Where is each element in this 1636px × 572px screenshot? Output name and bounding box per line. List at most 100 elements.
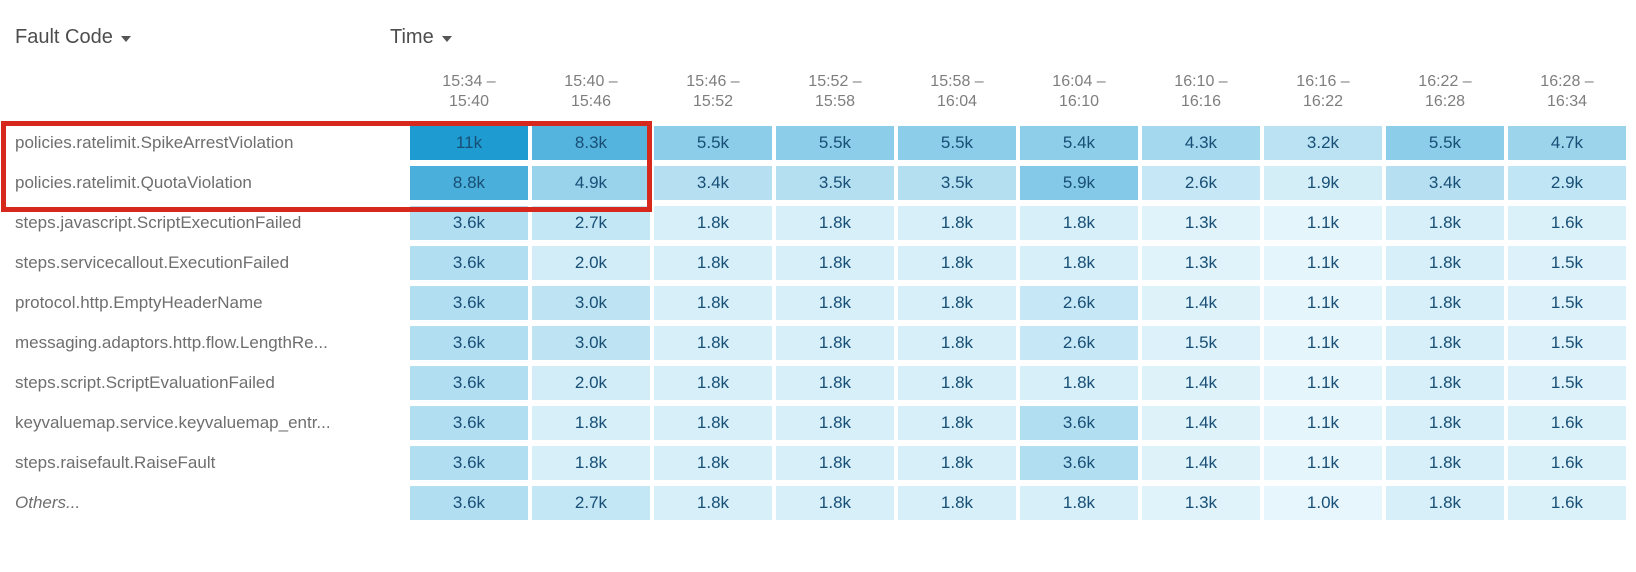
heatmap-cell[interactable]: 1.8k (654, 206, 772, 240)
heatmap-cell[interactable]: 1.8k (776, 366, 894, 400)
heatmap-cell[interactable]: 1.8k (898, 446, 1016, 480)
heatmap-cell[interactable]: 3.6k (410, 246, 528, 280)
heatmap-cell[interactable]: 1.1k (1264, 326, 1382, 360)
heatmap-cell[interactable]: 1.8k (1386, 406, 1504, 440)
heatmap-cell[interactable]: 1.8k (776, 486, 894, 520)
heatmap-cell[interactable]: 1.8k (654, 286, 772, 320)
heatmap-cell[interactable]: 3.0k (532, 286, 650, 320)
heatmap-cell[interactable]: 3.4k (1386, 166, 1504, 200)
heatmap-cell[interactable]: 2.0k (532, 246, 650, 280)
heatmap-cell[interactable]: 1.8k (532, 446, 650, 480)
heatmap-cell[interactable]: 1.8k (1386, 206, 1504, 240)
heatmap-cell[interactable]: 3.6k (410, 486, 528, 520)
heatmap-cell[interactable]: 1.1k (1264, 246, 1382, 280)
heatmap-cell[interactable]: 1.1k (1264, 286, 1382, 320)
heatmap-cell[interactable]: 1.8k (776, 286, 894, 320)
heatmap-cell[interactable]: 1.8k (532, 406, 650, 440)
heatmap-cell[interactable]: 3.6k (1020, 406, 1138, 440)
heatmap-cell[interactable]: 1.1k (1264, 406, 1382, 440)
heatmap-cell[interactable]: 1.3k (1142, 486, 1260, 520)
heatmap-cell[interactable]: 2.9k (1508, 166, 1626, 200)
heatmap-cell[interactable]: 1.8k (1020, 486, 1138, 520)
heatmap-cell[interactable]: 3.2k (1264, 126, 1382, 160)
heatmap-cell[interactable]: 1.8k (776, 446, 894, 480)
heatmap-cell[interactable]: 4.7k (1508, 126, 1626, 160)
heatmap-cell[interactable]: 1.4k (1142, 406, 1260, 440)
heatmap-cell[interactable]: 1.5k (1142, 326, 1260, 360)
heatmap-cell[interactable]: 1.8k (1386, 326, 1504, 360)
heatmap-cell[interactable]: 1.8k (898, 366, 1016, 400)
heatmap-cell[interactable]: 1.1k (1264, 206, 1382, 240)
heatmap-cell[interactable]: 8.8k (410, 166, 528, 200)
heatmap-cell[interactable]: 5.5k (898, 126, 1016, 160)
heatmap-cell[interactable]: 3.5k (776, 166, 894, 200)
heatmap-cell[interactable]: 1.8k (776, 406, 894, 440)
heatmap-cell[interactable]: 8.3k (532, 126, 650, 160)
heatmap-cell[interactable]: 1.8k (1020, 246, 1138, 280)
heatmap-cell[interactable]: 1.5k (1508, 246, 1626, 280)
heatmap-cell[interactable]: 2.0k (532, 366, 650, 400)
heatmap-cell[interactable]: 3.6k (410, 406, 528, 440)
heatmap-cell[interactable]: 2.7k (532, 486, 650, 520)
heatmap-cell[interactable]: 1.8k (898, 406, 1016, 440)
heatmap-cell[interactable]: 1.1k (1264, 446, 1382, 480)
heatmap-cell[interactable]: 11k (410, 126, 528, 160)
heatmap-cell[interactable]: 5.5k (776, 126, 894, 160)
heatmap-cell[interactable]: 1.4k (1142, 446, 1260, 480)
heatmap-cell[interactable]: 1.8k (776, 326, 894, 360)
heatmap-cell[interactable]: 1.1k (1264, 366, 1382, 400)
heatmap-cell[interactable]: 1.6k (1508, 486, 1626, 520)
heatmap-cell[interactable]: 4.3k (1142, 126, 1260, 160)
heatmap-cell[interactable]: 1.8k (1386, 446, 1504, 480)
heatmap-cell[interactable]: 1.8k (1020, 366, 1138, 400)
heatmap-cell[interactable]: 3.5k (898, 166, 1016, 200)
heatmap-cell[interactable]: 1.3k (1142, 246, 1260, 280)
heatmap-cell[interactable]: 2.6k (1020, 286, 1138, 320)
heatmap-cell[interactable]: 1.8k (654, 406, 772, 440)
heatmap-cell[interactable]: 3.4k (654, 166, 772, 200)
heatmap-cell[interactable]: 1.8k (1386, 366, 1504, 400)
heatmap-cell[interactable]: 1.8k (654, 366, 772, 400)
heatmap-cell[interactable]: 1.8k (1386, 286, 1504, 320)
heatmap-cell[interactable]: 1.8k (898, 286, 1016, 320)
heatmap-cell[interactable]: 1.8k (1386, 246, 1504, 280)
heatmap-cell[interactable]: 5.5k (1386, 126, 1504, 160)
heatmap-cell[interactable]: 3.6k (410, 446, 528, 480)
heatmap-cell[interactable]: 1.9k (1264, 166, 1382, 200)
heatmap-cell[interactable]: 1.6k (1508, 446, 1626, 480)
heatmap-cell[interactable]: 5.5k (654, 126, 772, 160)
heatmap-cell[interactable]: 1.4k (1142, 366, 1260, 400)
heatmap-cell[interactable]: 1.8k (898, 486, 1016, 520)
heatmap-cell[interactable]: 3.6k (410, 206, 528, 240)
heatmap-cell[interactable]: 1.6k (1508, 406, 1626, 440)
heatmap-cell[interactable]: 3.6k (1020, 446, 1138, 480)
heatmap-cell[interactable]: 1.5k (1508, 326, 1626, 360)
heatmap-cell[interactable]: 1.8k (898, 206, 1016, 240)
heatmap-cell[interactable]: 3.6k (410, 286, 528, 320)
heatmap-cell[interactable]: 1.8k (898, 246, 1016, 280)
heatmap-cell[interactable]: 2.7k (532, 206, 650, 240)
heatmap-cell[interactable]: 4.9k (532, 166, 650, 200)
heatmap-cell[interactable]: 2.6k (1142, 166, 1260, 200)
heatmap-cell[interactable]: 3.6k (410, 326, 528, 360)
heatmap-cell[interactable]: 1.4k (1142, 286, 1260, 320)
heatmap-cell[interactable]: 1.8k (776, 206, 894, 240)
heatmap-cell[interactable]: 1.8k (654, 246, 772, 280)
heatmap-cell[interactable]: 1.8k (776, 246, 894, 280)
heatmap-cell[interactable]: 3.0k (532, 326, 650, 360)
heatmap-cell[interactable]: 1.8k (654, 326, 772, 360)
heatmap-cell[interactable]: 1.0k (1264, 486, 1382, 520)
heatmap-cell[interactable]: 1.8k (654, 446, 772, 480)
heatmap-cell[interactable]: 5.4k (1020, 126, 1138, 160)
heatmap-cell[interactable]: 1.6k (1508, 206, 1626, 240)
heatmap-cell[interactable]: 1.8k (654, 486, 772, 520)
heatmap-cell[interactable]: 3.6k (410, 366, 528, 400)
heatmap-cell[interactable]: 1.5k (1508, 366, 1626, 400)
row-dimension-selector[interactable]: Fault Code (15, 26, 131, 49)
heatmap-cell[interactable]: 1.8k (1386, 486, 1504, 520)
column-dimension-selector[interactable]: Time (390, 26, 452, 49)
heatmap-cell[interactable]: 5.9k (1020, 166, 1138, 200)
heatmap-cell[interactable]: 2.6k (1020, 326, 1138, 360)
heatmap-cell[interactable]: 1.8k (898, 326, 1016, 360)
heatmap-cell[interactable]: 1.8k (1020, 206, 1138, 240)
